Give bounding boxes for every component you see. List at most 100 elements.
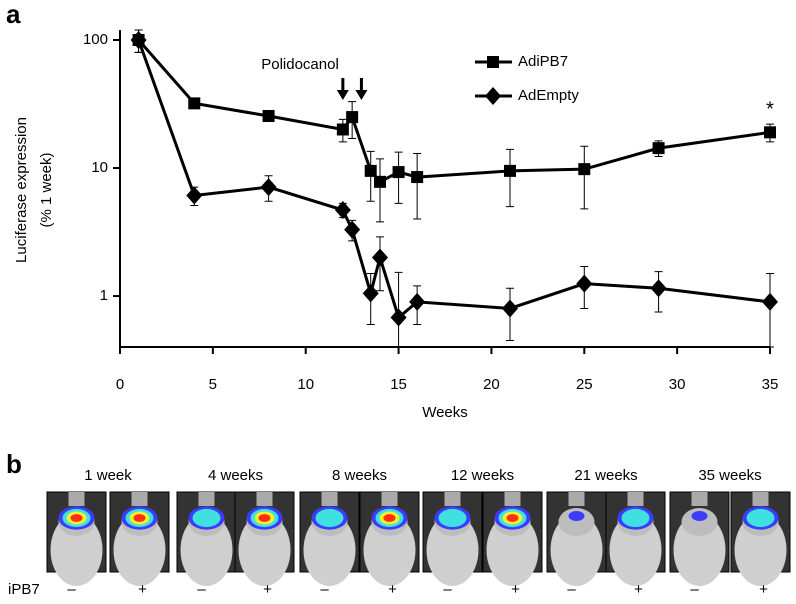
mouse [50,514,103,586]
y-axis-label: (% 1 week) [38,152,55,227]
y-axis-label: Luciferase expression [13,117,30,263]
marker [346,111,359,124]
panel-label: a [6,0,21,29]
mouse [486,514,539,586]
mouse [426,514,479,586]
error-bar [376,158,384,223]
panel-label: b [6,449,22,479]
legend-marker [487,56,499,68]
image-label: 8 weeks [332,467,387,484]
sign: – [567,581,576,598]
y-tick-label: 1 [100,287,108,304]
signal [383,514,396,522]
error-bar [580,145,589,210]
marker [411,171,424,184]
image-holder [256,492,273,506]
annotation: * [766,98,774,120]
mouse [238,514,291,586]
signal [746,508,775,528]
mouse [113,514,166,586]
mouse [734,514,787,586]
marker [392,166,405,179]
image-holder [381,492,398,506]
marker [372,248,388,267]
x-axis-label: Weeks [422,404,468,421]
mouse [180,514,233,586]
annotation: Polidocanol [261,56,339,73]
marker [362,284,379,303]
image-holder [691,492,708,506]
marker [262,109,275,122]
mouse [363,514,416,586]
sign: + [138,581,147,598]
mouse [303,514,356,586]
x-tick-label: 35 [762,376,779,393]
marker [188,97,201,110]
image-holder [444,492,461,506]
arrow-head [355,90,368,100]
x-tick-label: 30 [669,376,686,393]
marker [652,142,665,155]
series-line [137,39,771,321]
image-holder [504,492,521,506]
mouse [550,514,603,586]
y-tick-label: 100 [83,31,108,48]
x-tick-label: 15 [390,376,407,393]
legend-marker [485,87,501,105]
arrow-head [336,90,349,100]
signal [192,508,221,528]
marker [409,292,426,311]
sign: – [67,581,76,598]
mouse [609,514,662,586]
image-label: 21 weeks [574,467,637,484]
signal [315,508,344,528]
marker [334,201,351,220]
sign: – [443,581,452,598]
legend-label: AdEmpty [518,87,579,104]
signal [133,514,146,522]
marker [762,292,778,311]
signal [621,508,650,528]
image-label: 35 weeks [698,467,761,484]
error-bar [413,152,422,220]
sign: + [634,581,643,598]
image-holder [131,492,148,506]
signal [568,511,585,521]
marker [344,220,361,239]
x-tick-label: 10 [297,376,314,393]
sign: + [511,581,520,598]
row-label: iPB7 [8,581,40,598]
marker [336,123,349,136]
image-holder [68,492,85,506]
x-tick-label: 25 [576,376,593,393]
marker [578,163,591,176]
image-label: 1 week [84,467,132,484]
x-tick-label: 20 [483,376,500,393]
x-tick-label: 5 [209,376,217,393]
legend-label: AdiPB7 [518,53,568,70]
signal [258,514,271,522]
mouse-head [681,508,718,536]
sign: – [197,581,206,598]
image-holder [627,492,644,506]
y-tick-label: 10 [91,159,108,176]
sign: + [759,581,768,598]
signal [691,511,708,521]
image-holder [568,492,585,506]
series-line [137,39,771,184]
marker [576,274,593,293]
marker [650,279,667,298]
marker [186,186,203,205]
error-bar [506,148,514,208]
sign: + [263,581,272,598]
image-label: 12 weeks [451,467,514,484]
marker [390,308,407,327]
marker [764,126,776,139]
image-holder [321,492,338,506]
sign: – [690,581,699,598]
signal [438,508,467,528]
mouse-head [558,508,595,536]
sign: + [388,581,397,598]
marker [260,178,277,197]
